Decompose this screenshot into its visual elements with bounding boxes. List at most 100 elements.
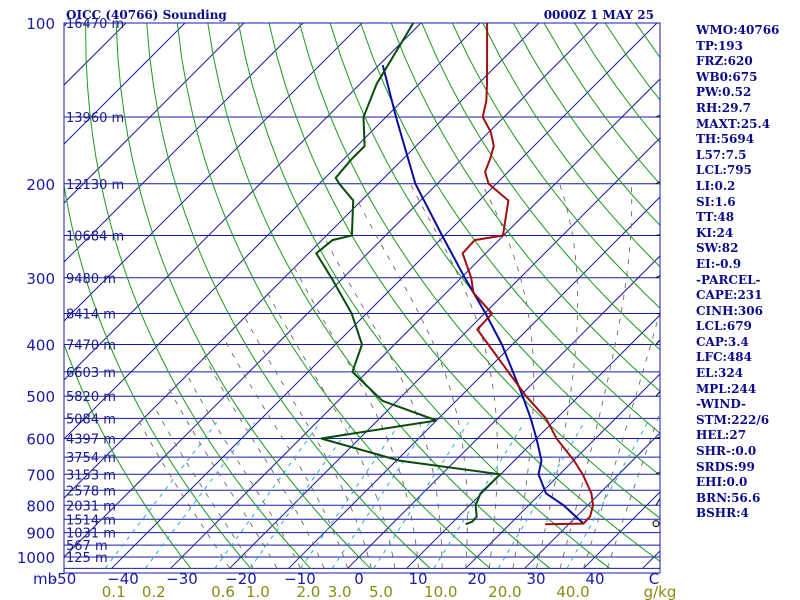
sounding-index-item: EHI:0.0: [696, 475, 748, 490]
height-labels: 16470 m 13960 m 12130 m 10684 m 9480 m 8414 m…: [66, 17, 124, 566]
sounding-index-item: SW:82: [696, 241, 739, 256]
pressure-tick-label: 400: [26, 337, 55, 355]
sounding-index-item: BRN:56.6: [696, 490, 761, 505]
isotherm-line: [64, 23, 599, 558]
isotherm-line: [64, 23, 422, 381]
height-label: 1031 m: [66, 527, 116, 542]
mixing-ratio-line: [433, 422, 525, 569]
sounding-index-item: CINH:306: [696, 303, 763, 318]
dry-adiabat-line: [237, 23, 610, 569]
mixing-ratio-tick-label: 0.2: [142, 583, 166, 600]
sounding-index-item: CAP:3.4: [696, 334, 749, 349]
mixing-ratio-line: [566, 422, 648, 569]
sounding-index-item: EI:-0.9: [696, 256, 742, 271]
sounding-index-item: TP:193: [696, 38, 744, 53]
mixing-ratio-tick-label: 40.0: [556, 583, 589, 600]
height-label: 12130 m: [66, 178, 124, 193]
sounding-index-item: SHR-:0.0: [696, 444, 757, 459]
height-label: 7470 m: [66, 339, 116, 354]
sounding-index-item: TH:5694: [696, 132, 755, 147]
pressure-tick-label: 100: [26, 15, 55, 33]
pressure-tick-label: 700: [26, 466, 55, 484]
mixing-ratio-line: [331, 422, 431, 569]
isotherm-line: [64, 23, 304, 263]
moist-adiabat-line: [244, 316, 372, 569]
dry-adiabat-line: [64, 342, 192, 569]
pressure-tick-label: 1000: [17, 549, 55, 567]
temperature-tick-label: −40: [107, 570, 139, 588]
isotherm-line: [64, 23, 481, 440]
mixing-ratio-line: [373, 422, 469, 569]
mixing-ratio-line: [497, 422, 585, 569]
height-label: 6603 m: [66, 366, 116, 381]
sounding-index-item: BSHR:4: [696, 506, 749, 521]
temperature-tick-label: −10: [284, 570, 316, 588]
mixing-ratio-tick-label: 0.1: [102, 583, 126, 600]
sounding-index-item: LCL:795: [696, 163, 752, 178]
mixing-ratio-line: [214, 422, 321, 569]
moist-adiabat-line: [203, 355, 325, 569]
moist-adiabat-line: [293, 265, 419, 569]
moist-adiabat-line: [559, 183, 633, 569]
height-label: 5820 m: [66, 390, 116, 405]
wind-barb-staff: [655, 497, 660, 506]
sounding-index-item: L57:7.5: [696, 147, 747, 162]
mixing-ratio-tick-label: 2.0: [296, 583, 320, 600]
pressure-tick-label: 800: [26, 497, 55, 515]
sounding-index-item: STM:222/6: [696, 412, 770, 427]
wind-barb: [655, 497, 660, 506]
height-label: 2031 m: [66, 499, 116, 514]
sounding-index-item: EL:324: [696, 366, 744, 381]
mixing-ratio-tick-label: 3.0: [328, 583, 352, 600]
sounding-index-item: LFC:484: [696, 350, 752, 365]
height-label: 1514 m: [66, 513, 116, 528]
isotherm-line: [465, 373, 660, 569]
moist-adiabat-line: [138, 420, 231, 569]
sounding-index-item: SI:1.6: [696, 194, 736, 209]
wind-barb: [652, 520, 660, 528]
dewpoint-profile-line: [314, 23, 503, 526]
pressure-tick-label: 500: [26, 388, 55, 406]
temperature-tick-label: -50: [52, 570, 77, 588]
temperature-tick-label: C: [649, 570, 659, 588]
moist-adiabat-line: [409, 183, 498, 569]
moist-adiabat-line: [186, 374, 301, 569]
calm-wind-marker: [652, 520, 660, 528]
dry-adiabat-line: [451, 23, 660, 309]
mixing-ratio-line: [249, 422, 354, 569]
moist-adiabat-line: [267, 292, 396, 569]
dry-adiabat-line: [115, 23, 371, 569]
height-label: 5084 m: [66, 412, 116, 427]
isotherm-line: [64, 23, 245, 204]
mixing-ratio-tick-label: 5.0: [369, 583, 393, 600]
height-label: 567 m: [66, 539, 108, 554]
temperature-tick-label: 20: [467, 570, 486, 588]
sounding-index-item: -PARCEL-: [696, 272, 761, 287]
isotherm-line: [524, 432, 660, 569]
temperature-tick-label: 0: [354, 570, 364, 588]
dry-adiabat-line: [146, 23, 431, 569]
sounding-index-item: CAPE:231: [696, 288, 763, 303]
dry-adiabat-line: [299, 23, 660, 519]
height-label: 4397 m: [66, 433, 116, 448]
height-label: 3153 m: [66, 468, 116, 483]
sounding-index-item: LI:0.2: [696, 178, 736, 193]
pressure-unit-label: mb: [33, 570, 57, 588]
dry-adiabat-line: [421, 23, 660, 351]
height-label: 13960 m: [66, 111, 124, 126]
dry-adiabat-line: [176, 23, 491, 569]
dry-adiabat-line: [482, 23, 660, 268]
sounding-index-item: MPL:244: [696, 381, 757, 396]
isotherm-line: [229, 137, 660, 569]
moist-adiabat-line: [222, 335, 349, 569]
height-label: 8414 m: [66, 308, 116, 323]
mixing-ratio-tick-label: 0.6: [211, 583, 235, 600]
temperature-profile-line: [461, 23, 595, 526]
mixing-ratio-unit-label: g/kg: [644, 583, 677, 600]
dry-adiabat-line: [390, 23, 660, 392]
mixing-ratio-line: [144, 422, 255, 569]
pressure-tick-label: 300: [26, 270, 55, 288]
sounding-index-item: WMO:40766: [696, 23, 780, 37]
sounding-index-item: -WIND-: [696, 397, 746, 412]
